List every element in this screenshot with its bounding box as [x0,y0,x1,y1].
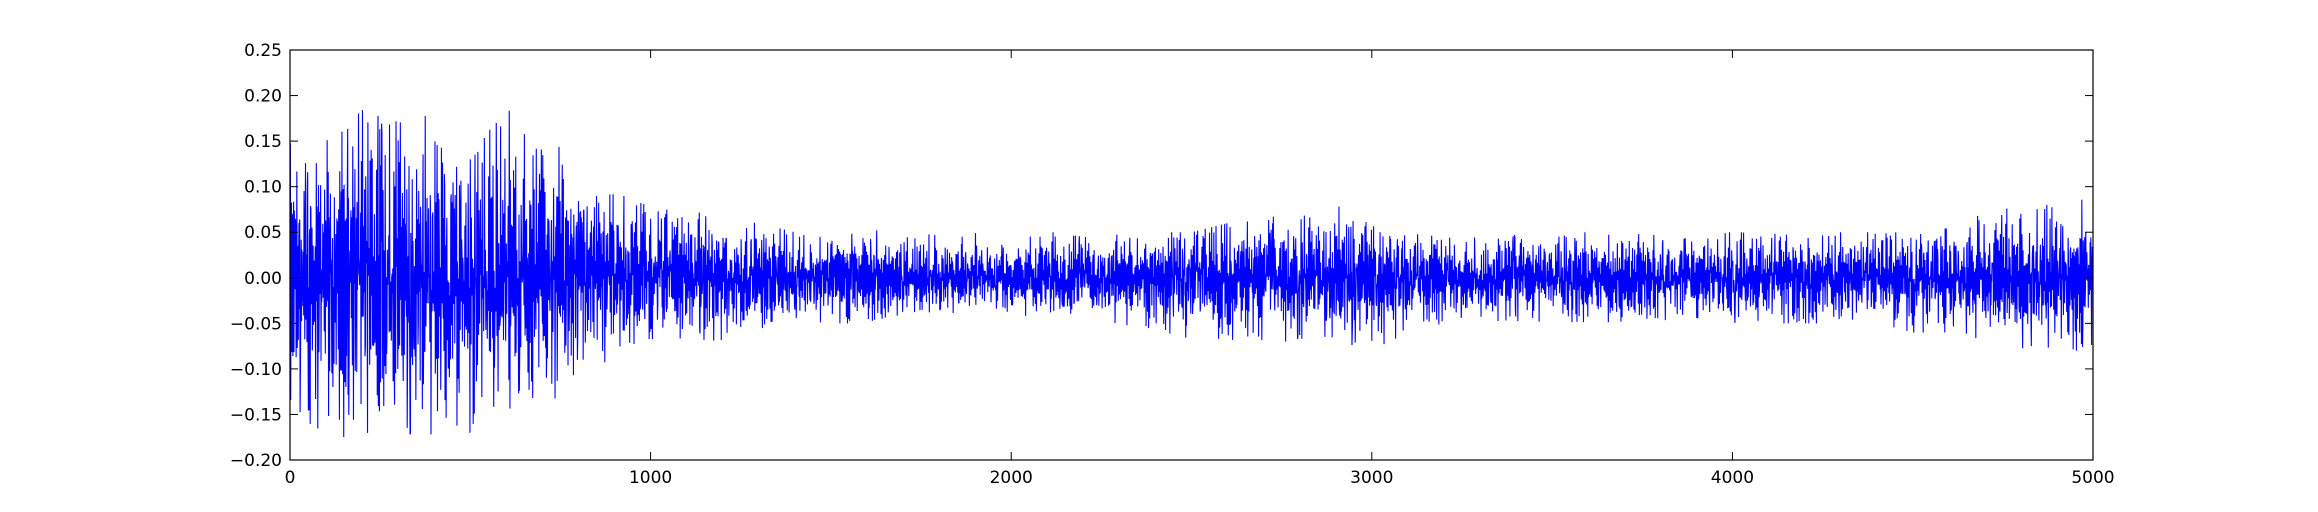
y-tick-label: 0.20 [244,87,282,107]
y-tick-label: −0.05 [230,314,282,334]
y-tick-label: −0.10 [230,360,282,380]
plot-area-frame [289,49,2094,461]
y-tick-label: −0.15 [230,405,282,425]
y-tick-label: 0.15 [244,132,282,152]
x-tick-label: 1000 [629,468,672,488]
y-tick-label: 0.25 [244,41,282,61]
y-tick-label: −0.20 [230,451,282,471]
x-tick-label: 5000 [2071,468,2114,488]
y-tick-label: 0.10 [244,178,282,198]
signal-series [290,110,2093,438]
x-tick-label: 0 [285,468,296,488]
x-tick-label: 4000 [1711,468,1754,488]
y-tick-label: 0.05 [244,223,282,243]
tick-labels: 0 1000 2000 3000 4000 5000 −0.20 −0.15 −0.10 −0.0… [230,41,2115,488]
axis-ticks [289,49,2094,461]
signal-line [290,110,2093,438]
x-tick-label: 3000 [1350,468,1393,488]
y-tick-label: 0.00 [244,269,282,289]
x-tick-label: 2000 [990,468,1033,488]
